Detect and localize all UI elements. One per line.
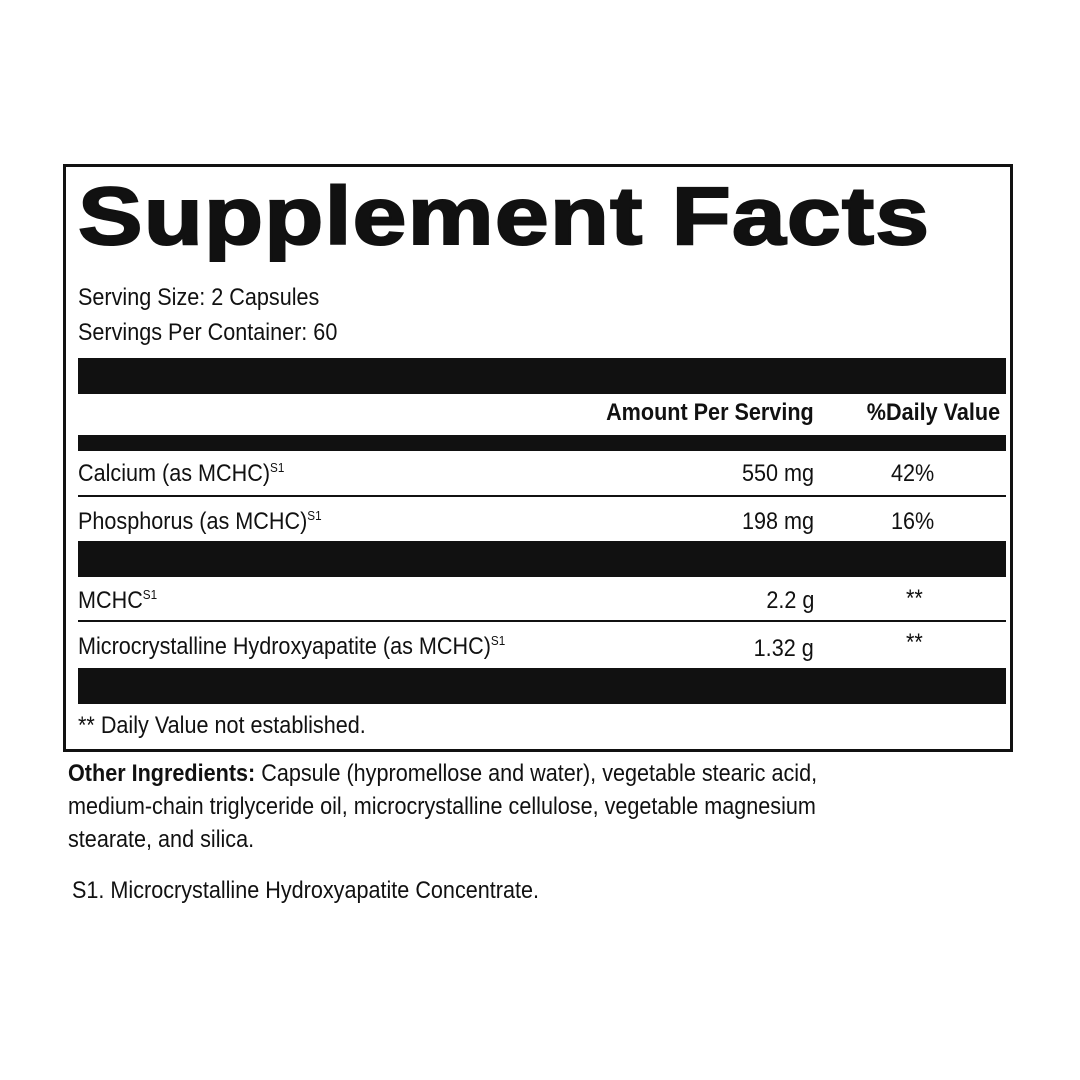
nutrient-amount: 550 mg [741,460,814,487]
panel-title: Supplement Facts [77,170,931,263]
divider-bar [78,435,1006,451]
nutrient-dv: ** [906,629,923,656]
servings-per-container: Servings Per Container: 60 [78,319,338,346]
nutrient-amount: 2.2 g [765,587,814,614]
divider-bar [78,358,1006,394]
nutrient-name: Calcium (as MCHC)S1 [78,460,285,487]
nutrient-name: Microcrystalline Hydroxyapatite (as MCHC… [78,633,506,660]
serving-size: Serving Size: 2 Capsules [78,284,320,311]
divider-bar [78,541,1006,577]
nutrient-amount: 1.32 g [753,635,814,662]
other-ingredients: Other Ingredients: Capsule (hypromellose… [68,760,818,787]
nutrient-dv: 16% [891,508,935,535]
other-ingredients-line: medium-chain triglyceride oil, microcrys… [68,793,816,820]
nutrient-name: Phosphorus (as MCHC)S1 [78,508,322,535]
nutrient-dv: 42% [891,460,935,487]
nutrient-name: MCHCS1 [78,587,158,614]
footnote: ** Daily Value not established. [78,712,366,739]
row-divider [78,495,1006,497]
nutrient-amount: 198 mg [741,508,814,535]
supplement-facts-panel: Supplement Facts Serving Size: 2 Capsule… [63,164,1013,752]
other-ingredients-line: stearate, and silica. [68,826,255,853]
dv-header: %Daily Value [866,399,1000,426]
amount-header: Amount Per Serving [606,399,814,426]
nutrient-dv: ** [906,585,923,612]
row-divider [78,620,1006,622]
divider-bar [78,668,1006,704]
s1-note: S1. Microcrystalline Hydroxyapatite Conc… [72,877,540,904]
